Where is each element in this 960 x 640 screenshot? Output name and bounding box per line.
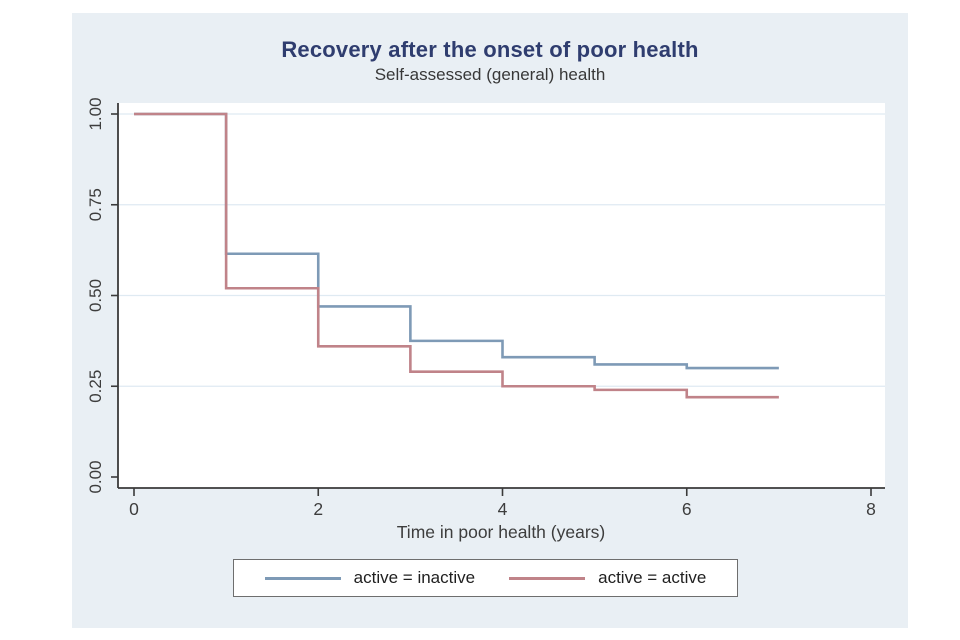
- y-tick-label: 0.75: [86, 188, 105, 221]
- legend: active = inactive active = active: [233, 559, 738, 597]
- x-axis-title: Time in poor health (years): [397, 522, 605, 542]
- chart-subtitle: Self-assessed (general) health: [374, 65, 606, 84]
- legend-item-active: active = active: [509, 568, 706, 588]
- survival-curves: [134, 112, 779, 399]
- y-tick-label: 0.50: [86, 279, 105, 312]
- legend-label-inactive: active = inactive: [353, 568, 476, 587]
- survival-curve-inactive: [134, 112, 779, 370]
- y-tick-label: 0.25: [86, 370, 105, 403]
- legend-swatch-active: [509, 576, 586, 580]
- legend-swatch-inactive: [264, 576, 341, 580]
- y-tick-label: 0.00: [86, 460, 105, 493]
- x-tick-label: 2: [313, 499, 323, 519]
- chart-title: Recovery after the onset of poor health: [281, 37, 699, 62]
- legend-label-active: active = active: [598, 568, 707, 587]
- x-tick-label: 4: [498, 499, 508, 519]
- x-tick-label: 0: [129, 499, 139, 519]
- tick-marks: [111, 113, 872, 496]
- x-tick-label: 8: [866, 499, 876, 519]
- y-tick-label: 1.00: [86, 97, 105, 130]
- survival-curve-active: [134, 112, 779, 399]
- legend-item-inactive: active = inactive: [264, 568, 476, 588]
- tick-labels: 0.00 0.25 0.50 0.75 1.00 0 2 4 6 8: [86, 97, 876, 519]
- x-tick-label: 6: [682, 499, 692, 519]
